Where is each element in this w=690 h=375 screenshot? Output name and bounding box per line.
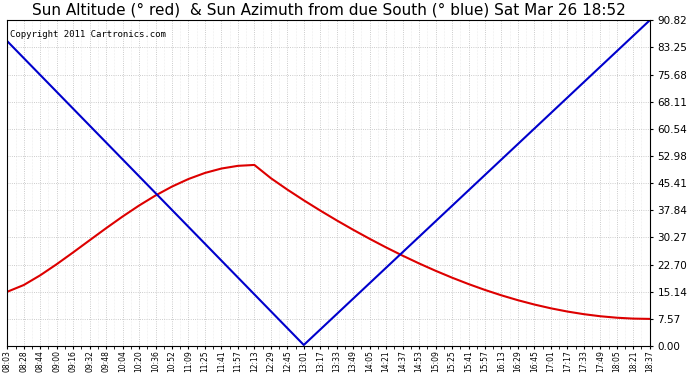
- Text: Copyright 2011 Cartronics.com: Copyright 2011 Cartronics.com: [10, 30, 166, 39]
- Title: Sun Altitude (° red)  & Sun Azimuth from due South (° blue) Sat Mar 26 18:52: Sun Altitude (° red) & Sun Azimuth from …: [32, 3, 625, 18]
